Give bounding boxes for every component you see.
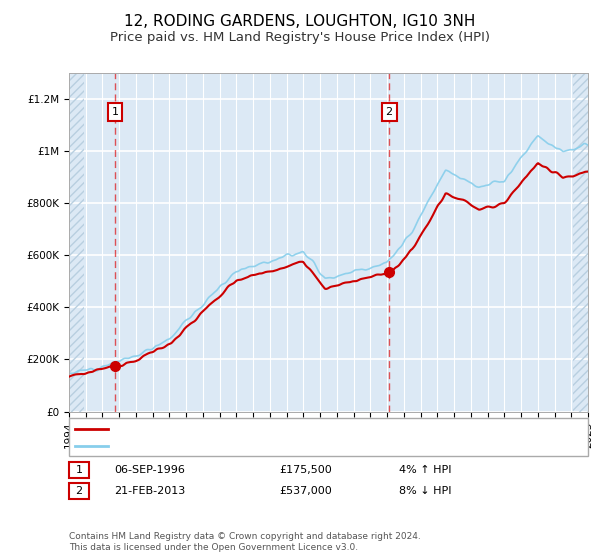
Text: 12, RODING GARDENS, LOUGHTON, IG10 3NH: 12, RODING GARDENS, LOUGHTON, IG10 3NH: [124, 14, 476, 29]
Text: £175,500: £175,500: [279, 465, 332, 475]
Text: 4% ↑ HPI: 4% ↑ HPI: [399, 465, 452, 475]
Text: 12, RODING GARDENS, LOUGHTON, IG10 3NH (detached house): 12, RODING GARDENS, LOUGHTON, IG10 3NH (…: [114, 422, 491, 436]
Text: 1: 1: [76, 465, 82, 475]
Text: Contains HM Land Registry data © Crown copyright and database right 2024.
This d: Contains HM Land Registry data © Crown c…: [69, 532, 421, 552]
Text: HPI: Average price, detached house, Epping Forest: HPI: Average price, detached house, Eppi…: [114, 439, 413, 452]
Text: 2: 2: [76, 486, 82, 496]
Text: Price paid vs. HM Land Registry's House Price Index (HPI): Price paid vs. HM Land Registry's House …: [110, 31, 490, 44]
Text: 21-FEB-2013: 21-FEB-2013: [114, 486, 185, 496]
Text: 8% ↓ HPI: 8% ↓ HPI: [399, 486, 452, 496]
Text: £537,000: £537,000: [279, 486, 332, 496]
Text: 2: 2: [386, 107, 392, 117]
Text: 1: 1: [112, 107, 119, 117]
Text: 06-SEP-1996: 06-SEP-1996: [114, 465, 185, 475]
